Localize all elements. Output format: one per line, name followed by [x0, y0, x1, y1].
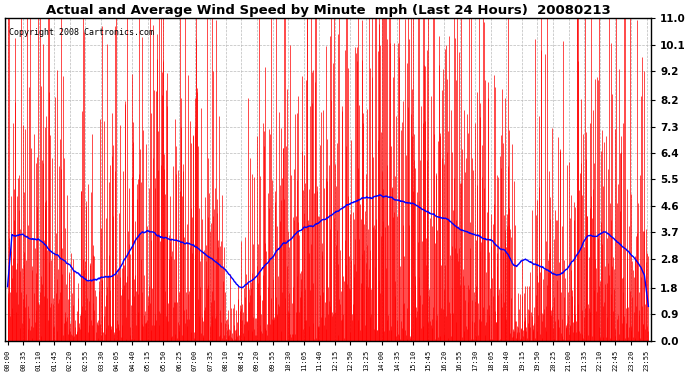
Text: Copyright 2008 Cartronics.com: Copyright 2008 Cartronics.com	[8, 28, 154, 37]
Title: Actual and Average Wind Speed by Minute  mph (Last 24 Hours)  20080213: Actual and Average Wind Speed by Minute …	[46, 4, 611, 17]
